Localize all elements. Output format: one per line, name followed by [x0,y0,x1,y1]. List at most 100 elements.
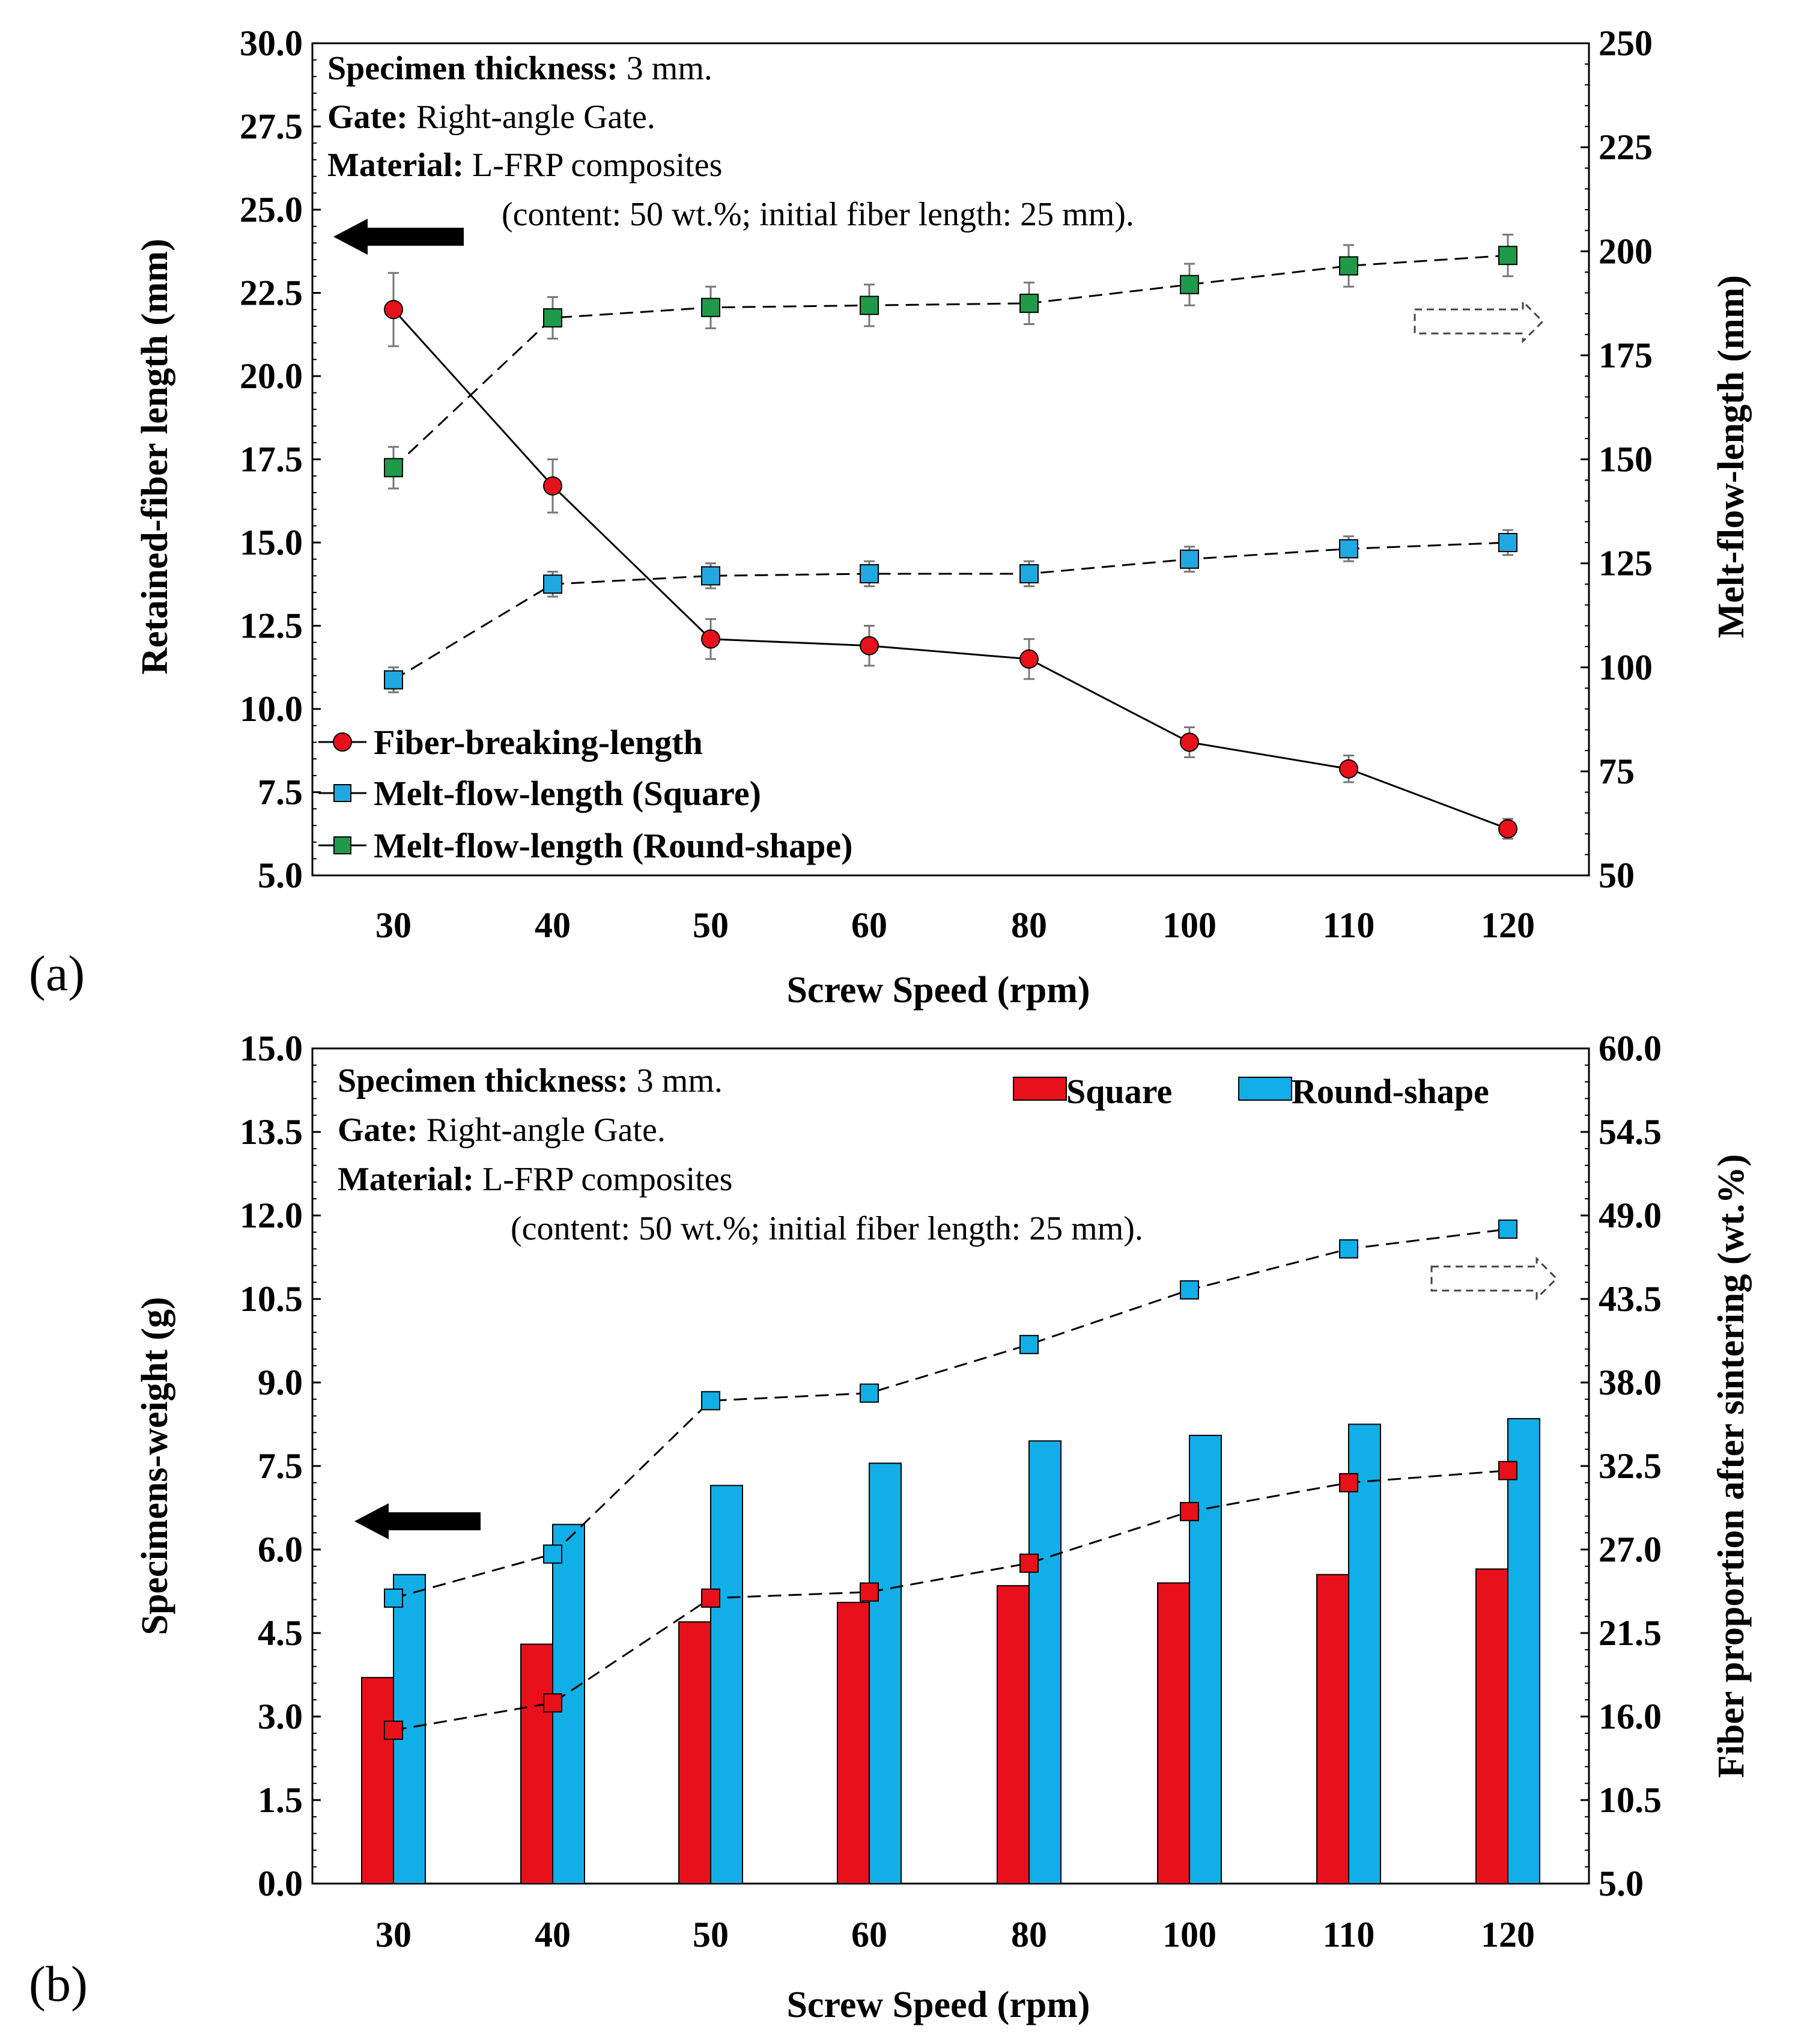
panel-a-annotation-line4: (content: 50 wt.%; initial fiber length:… [502,196,1134,233]
y2-tick-label: 32.5 [1599,1446,1662,1486]
y-tick-label: 4.5 [258,1613,303,1653]
series-line [393,541,1508,681]
legend-item-melt-round: Melt-flow-length (Round-shape) [318,826,852,865]
y2-tick-label: 175 [1599,335,1653,375]
data-point [1498,533,1517,552]
data-point [1019,564,1039,583]
series-line [392,254,1508,469]
data-point [860,564,879,583]
y2-tick-label: 200 [1599,231,1653,271]
y-tick-label: 27.5 [240,107,303,147]
data-point [1180,275,1199,294]
y2-tick-label: 225 [1599,127,1653,167]
x-tick-label: 110 [1323,905,1375,945]
x-tick-label: 120 [1481,905,1535,945]
y2-tick-label: 125 [1599,544,1653,583]
panel-b-x-axis-label: Screw Speed (rpm) [786,1985,1090,2025]
left-axis-arrow-icon [333,219,464,255]
y2-tick-label: 49.0 [1599,1196,1662,1235]
bar [1157,1582,1190,1885]
data-point [1339,759,1358,779]
legend-label-fiber-breaking: Fiber-breaking-length [374,723,703,762]
x-tick-label: 60 [851,905,887,945]
legend-label-melt-square: Melt-flow-length (Square) [374,774,761,813]
data-point [701,629,720,649]
data-point [1019,649,1039,669]
panel-a-axes: 5.0 7.5 10.0 12.5 15.0 17.5 20.0 22.5 25.0 27.5 30… [240,23,1653,945]
panel-b-tag: (b) [29,1956,88,2012]
bar [361,1677,394,1884]
data-point [1019,1553,1039,1573]
x-tick-label: 100 [1162,905,1216,945]
y-tick-label: 5.0 [258,856,303,895]
data-point [860,636,879,655]
panel-b-legend: Square Round-shape [1013,1072,1489,1111]
x-tick-label: 80 [1011,1915,1047,1954]
x-tick-label: 100 [1162,1915,1216,1954]
series-line [392,309,1508,830]
legend-item-melt-square: Melt-flow-length (Square) [318,774,761,813]
y-tick-label: 0.0 [258,1864,303,1903]
legend-item-fiber-breaking: Fiber-breaking-length [318,723,703,762]
x-tick-label: 40 [535,1915,571,1954]
data-point [543,1544,562,1564]
data-point [543,308,562,328]
right-axis-arrow-icon [1430,1256,1558,1301]
data-point [543,476,562,496]
panel-a-legend: Fiber-breaking-length Melt-flow-length (… [318,723,852,865]
series-line [393,1470,1508,1732]
y2-tick-label: 100 [1599,648,1653,687]
x-tick-label: 110 [1323,1915,1375,1954]
data-point [701,1391,720,1411]
data-point [701,1588,720,1608]
data-point [384,670,403,690]
bar [1028,1440,1062,1885]
y2-tick-label: 16.0 [1599,1697,1662,1736]
legend-item-square: Square [1013,1072,1172,1111]
data-point [543,1693,562,1713]
y-tick-label: 6.0 [258,1530,303,1569]
data-point [860,1582,879,1602]
y2-tick-label: 43.5 [1599,1279,1662,1319]
bar [1507,1418,1540,1885]
bar [1316,1574,1349,1884]
legend-item-round-shape: Round-shape [1238,1072,1489,1111]
bar [710,1485,743,1884]
y2-tick-label: 60.0 [1599,1029,1662,1068]
bar [678,1621,711,1884]
data-point [1019,1334,1039,1354]
panel-b-annotation-line2: Gate: Right-angle Gate. [338,1112,666,1149]
data-point [1339,256,1358,276]
data-point [1498,1219,1517,1239]
data-point [701,297,720,317]
x-tick-label: 50 [693,1915,729,1954]
x-tick-label: 80 [1011,905,1047,945]
legend-label-square: Square [1066,1072,1172,1111]
data-point [1498,246,1517,266]
y-tick-label: 7.5 [258,773,303,812]
y-tick-label: 10.5 [240,1279,303,1319]
data-point [1339,1473,1358,1492]
y-tick-label: 12.0 [240,1196,303,1235]
panel-b-annotation-line4: (content: 50 wt.%; initial fiber length:… [511,1210,1143,1247]
x-tick-label: 30 [375,905,412,945]
data-point [1180,732,1199,752]
y2-tick-label: 54.5 [1599,1112,1662,1152]
y-tick-label: 15.0 [240,523,303,562]
panel-b-annotation-line1: Specimen thickness: 3 mm. [338,1062,723,1100]
panel-a-x-axis-label: Screw Speed (rpm) [786,970,1090,1011]
y-tick-label: 12.5 [240,606,303,646]
legend-label-round-shape: Round-shape [1292,1072,1489,1111]
x-tick-label: 30 [375,1915,412,1954]
panel-b-marks [361,1219,1540,1885]
y2-tick-label: 75 [1599,752,1635,791]
panel-a-y-axis-label: Retained-fiber length (mm) [135,239,175,675]
data-point [1498,1461,1517,1480]
y2-tick-label: 38.0 [1599,1363,1662,1402]
data-point [543,574,562,594]
y2-tick-label: 50 [1599,856,1635,895]
y-tick-label: 3.0 [258,1697,303,1736]
panel-a-y2-axis-label: Melt-flow-length (mm) [1711,275,1752,638]
data-point [1339,1239,1358,1259]
